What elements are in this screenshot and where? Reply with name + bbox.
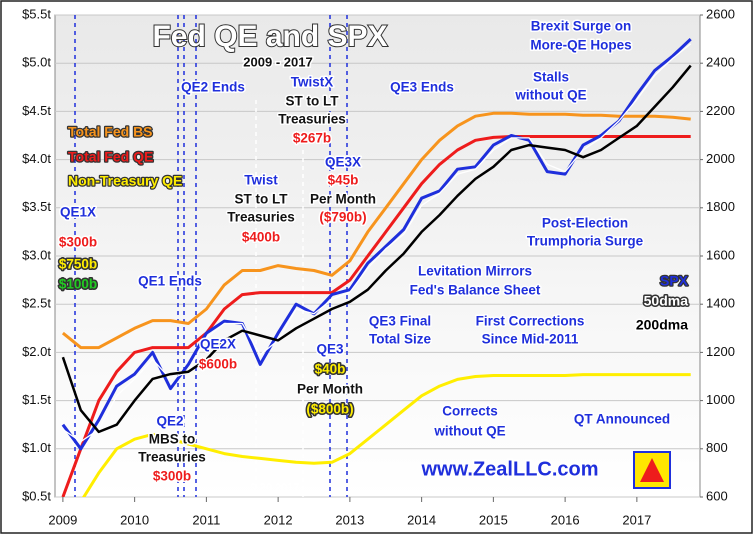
y2-tick-label: 1000 [706, 392, 735, 407]
y-tick-label: $1.0t [22, 440, 51, 455]
logo [633, 451, 671, 489]
annotation: First Corrections [476, 314, 585, 329]
annotation: Fed's Balance Sheet [410, 283, 541, 298]
y-tick-label: $3.5t [22, 199, 51, 214]
y2-tick-label: 2000 [706, 151, 735, 166]
annotation: QT Announced [574, 412, 670, 427]
chart-title: Fed QE and SPX [152, 20, 387, 53]
x-tick-label: 2014 [407, 512, 436, 527]
annotation: Per Month [310, 192, 376, 207]
annotation: Twist [244, 173, 278, 188]
y-tick-label: $2.5t [22, 296, 51, 311]
annotation: TwistX [291, 75, 334, 90]
annotation: QE1 Ends [138, 274, 202, 289]
series-line [61, 38, 692, 451]
annotation: Treasuries [278, 112, 346, 127]
legend-label: Total Fed BS [68, 124, 153, 140]
annotation: QE3 [316, 342, 344, 357]
annotation: 9.20.2017 [251, 482, 300, 494]
y-tick-label: $4.0t [22, 151, 51, 166]
y2-tick-label: 600 [706, 488, 728, 503]
y-tick-label: $2.0t [22, 344, 51, 359]
y-tick-label: $1.5t [22, 392, 51, 407]
x-tick-label: 2012 [264, 512, 293, 527]
series-line [61, 111, 691, 350]
y-tick-label: $5.5t [22, 6, 51, 21]
legend-label: Total Fed QE [68, 149, 153, 165]
event-lines [74, 15, 348, 497]
annotation: ST to LT [235, 192, 289, 207]
annotation: Treasuries [138, 450, 206, 465]
annotation: $400b [242, 230, 280, 245]
y2-tick-label: 800 [706, 440, 728, 455]
annotation: QE2X [200, 337, 236, 352]
annotation: $300b [59, 235, 97, 250]
y-tick-label: $3.0t [22, 247, 51, 262]
x-tick-label: 2013 [335, 512, 364, 527]
annotation: QE3 Final [369, 314, 431, 329]
annotation: Per Month [297, 382, 363, 397]
annotation: Brexit Surge on [531, 19, 632, 34]
annotation: $45b [328, 173, 359, 188]
annotation: $100b [59, 277, 97, 292]
annotation: Stalls [533, 70, 569, 85]
y2-tick-label: 2200 [706, 103, 735, 118]
annotation: Since Mid-2011 [482, 332, 579, 347]
annotation: $300b [153, 469, 191, 484]
annotation: without QE [514, 88, 586, 103]
y2-tick-label: 1800 [706, 199, 735, 214]
grid [55, 14, 700, 498]
annotation: $40b [315, 362, 346, 377]
annotation: Corrects [442, 404, 498, 419]
y2-tick-label: 2400 [706, 55, 735, 70]
legend-label: 50dma [644, 293, 689, 309]
annotation: Post-Election [542, 216, 628, 231]
y2-tick-label: 1200 [706, 344, 735, 359]
annotation: QE3 Ends [390, 80, 454, 95]
annotation: ST to LT [286, 94, 340, 109]
x-tick-label: 2009 [48, 512, 77, 527]
series-line [82, 373, 691, 497]
annotation: without QE [433, 424, 505, 439]
annotation: $750b [59, 257, 97, 272]
annotation: $600b [199, 357, 237, 372]
annotation: More-QE Hopes [530, 38, 631, 53]
y-tick-label: $5.0t [22, 55, 51, 70]
annotation: Levitation Mirrors [418, 264, 532, 279]
x-tick-label: 2011 [192, 512, 220, 527]
legend-label: Non-Treasury QE [68, 173, 182, 189]
annotation: QE2 Ends [181, 80, 245, 95]
series-lines [61, 38, 692, 497]
chart-subtitle: 2009 - 2017 [243, 54, 312, 69]
y2-tick-label: 1400 [706, 296, 735, 311]
annotation: Treasuries [227, 210, 295, 225]
annotation: Total Size [369, 332, 432, 347]
y-tick-label: $4.5t [22, 103, 51, 118]
annotation: Trumphoria Surge [527, 234, 644, 249]
y2-tick-label: 1600 [706, 247, 735, 262]
legend-label: SPX [660, 273, 689, 289]
annotation: ($800b) [306, 402, 353, 417]
series-line [61, 64, 692, 434]
annotation: QE3X [325, 155, 361, 170]
annotation: QE2 [156, 414, 183, 429]
y-tick-label: $0.5t [22, 488, 51, 503]
series-line [61, 135, 691, 497]
x-tick-label: 2016 [551, 512, 580, 527]
annotation: www.ZealLLC.com [420, 458, 598, 480]
annotation: MBS to [149, 432, 196, 447]
annotation: ($790b) [319, 210, 366, 225]
x-tick-label: 2017 [622, 512, 651, 527]
legend-label: 200dma [636, 317, 688, 333]
logo-mark [640, 458, 664, 482]
y2-tick-label: 2600 [706, 6, 735, 21]
annotation: QE1X [60, 205, 96, 220]
x-tick-label: 2010 [120, 512, 149, 527]
annotation: $267b [293, 131, 331, 146]
x-tick-label: 2015 [479, 512, 508, 527]
